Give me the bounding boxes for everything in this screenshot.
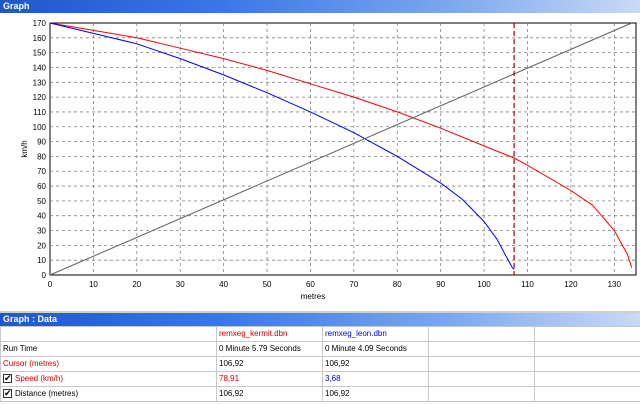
y-tick-label: 120	[33, 93, 47, 102]
cell-empty	[534, 386, 640, 402]
x-tick-label: 10	[89, 280, 98, 289]
panel-divider[interactable]	[0, 311, 640, 313]
x-tick-label: 120	[564, 280, 578, 289]
cell-empty	[534, 341, 640, 357]
x-tick-label: 110	[521, 280, 534, 289]
table-row-speed: ✔ Speed (km/h) 78,91 3,68	[0, 371, 640, 387]
y-tick-label: 150	[33, 49, 47, 58]
cell-empty	[428, 356, 535, 372]
y-tick-label: 110	[33, 108, 46, 117]
x-tick-label: 30	[176, 280, 185, 289]
y-tick-label: 20	[37, 241, 46, 250]
cell-speed-kermit: 78,91	[216, 371, 323, 387]
row-label-run-time: Run Time	[0, 341, 217, 357]
cell-empty	[428, 386, 535, 402]
y-tick-label: 90	[37, 138, 46, 147]
cell-empty	[428, 341, 535, 357]
table-row-distance: ✔ Distance (metres) 106,92 106,92	[0, 386, 640, 402]
x-tick-label: 80	[393, 280, 402, 289]
y-tick-label: 40	[37, 212, 46, 221]
row-label-speed-cell: ✔ Speed (km/h)	[0, 371, 217, 387]
cell-empty	[534, 371, 640, 387]
y-tick-label: 140	[33, 63, 47, 72]
y-tick-label: 0	[42, 271, 47, 280]
x-tick-label: 20	[132, 280, 141, 289]
graph-panel: 0 10 20 30 40 50 60 70 80 90 100 110 120 130 0 10 20 30 40…	[0, 13, 640, 311]
data-table: remxeg_kermit.dbn remxeg_leon.dbn Run Ti…	[0, 326, 640, 402]
cell-distance-leon: 106,92	[322, 386, 429, 402]
header-cell-label	[0, 326, 217, 342]
y-tick-label: 10	[37, 256, 46, 265]
x-tick-label: 70	[349, 280, 358, 289]
distance-checkbox[interactable]: ✔	[3, 388, 12, 399]
row-label-cursor: Cursor (metres)	[0, 356, 217, 372]
table-row-cursor: Cursor (metres) 106,92 106,92	[0, 356, 640, 372]
row-label-distance-cell: ✔ Distance (metres)	[0, 386, 217, 402]
checkmark-icon: ✔	[4, 388, 12, 399]
y-tick-label: 130	[33, 78, 47, 87]
series-line-1	[49, 22, 515, 270]
header-cell-kermit[interactable]: remxeg_kermit.dbn	[216, 326, 323, 342]
cell-empty	[534, 356, 640, 372]
y-tick-label: 70	[37, 167, 46, 176]
checkmark-icon: ✔	[4, 373, 12, 384]
header-cell-empty-2	[534, 326, 640, 342]
y-tick-label: 160	[33, 34, 47, 43]
cell-empty	[428, 371, 535, 387]
speed-checkbox[interactable]: ✔	[3, 373, 12, 384]
x-tick-label: 40	[219, 280, 228, 289]
header-cell-empty	[428, 326, 535, 342]
x-axis-label: metres	[301, 292, 325, 301]
row-label-speed: Speed (km/h)	[15, 374, 64, 383]
x-tick-label: 0	[48, 280, 53, 289]
x-tick-label: 50	[263, 280, 272, 289]
cell-distance-kermit: 106,92	[216, 386, 323, 402]
x-tick-label: 60	[306, 280, 315, 289]
series-line-0	[49, 22, 633, 268]
y-tick-label: 100	[33, 123, 47, 132]
x-tick-label: 130	[608, 280, 622, 289]
cell-cursor-kermit: 106,92	[216, 356, 323, 372]
graph-window-title: Graph	[0, 0, 640, 13]
header-cell-leon[interactable]: remxeg_leon.dbn	[322, 326, 429, 342]
data-window-title: Graph : Data	[0, 313, 640, 326]
y-tick-label: 170	[33, 19, 47, 28]
table-header-row: remxeg_kermit.dbn remxeg_leon.dbn	[0, 326, 640, 342]
cell-cursor-leon: 106,92	[322, 356, 429, 372]
x-tick-label: 90	[436, 280, 445, 289]
cell-run-time-kermit: 0 Minute 5.79 Seconds	[216, 341, 323, 357]
y-axis-label: km/h	[20, 140, 29, 157]
row-label-distance: Distance (metres)	[15, 389, 79, 398]
series-line-2	[49, 22, 632, 276]
x-tick-label: 100	[477, 280, 491, 289]
table-row-run-time: Run Time 0 Minute 5.79 Seconds 0 Minute …	[0, 341, 640, 357]
cell-run-time-leon: 0 Minute 4.09 Seconds	[322, 341, 429, 357]
y-tick-label: 80	[37, 152, 46, 161]
y-tick-label: 30	[37, 227, 46, 236]
y-tick-label: 60	[37, 182, 46, 191]
speed-distance-chart[interactable]: 0 10 20 30 40 50 60 70 80 90 100 110 120 130 0 10 20 30 40…	[0, 13, 640, 311]
cell-speed-leon: 3,68	[322, 371, 429, 387]
y-tick-label: 50	[37, 197, 46, 206]
